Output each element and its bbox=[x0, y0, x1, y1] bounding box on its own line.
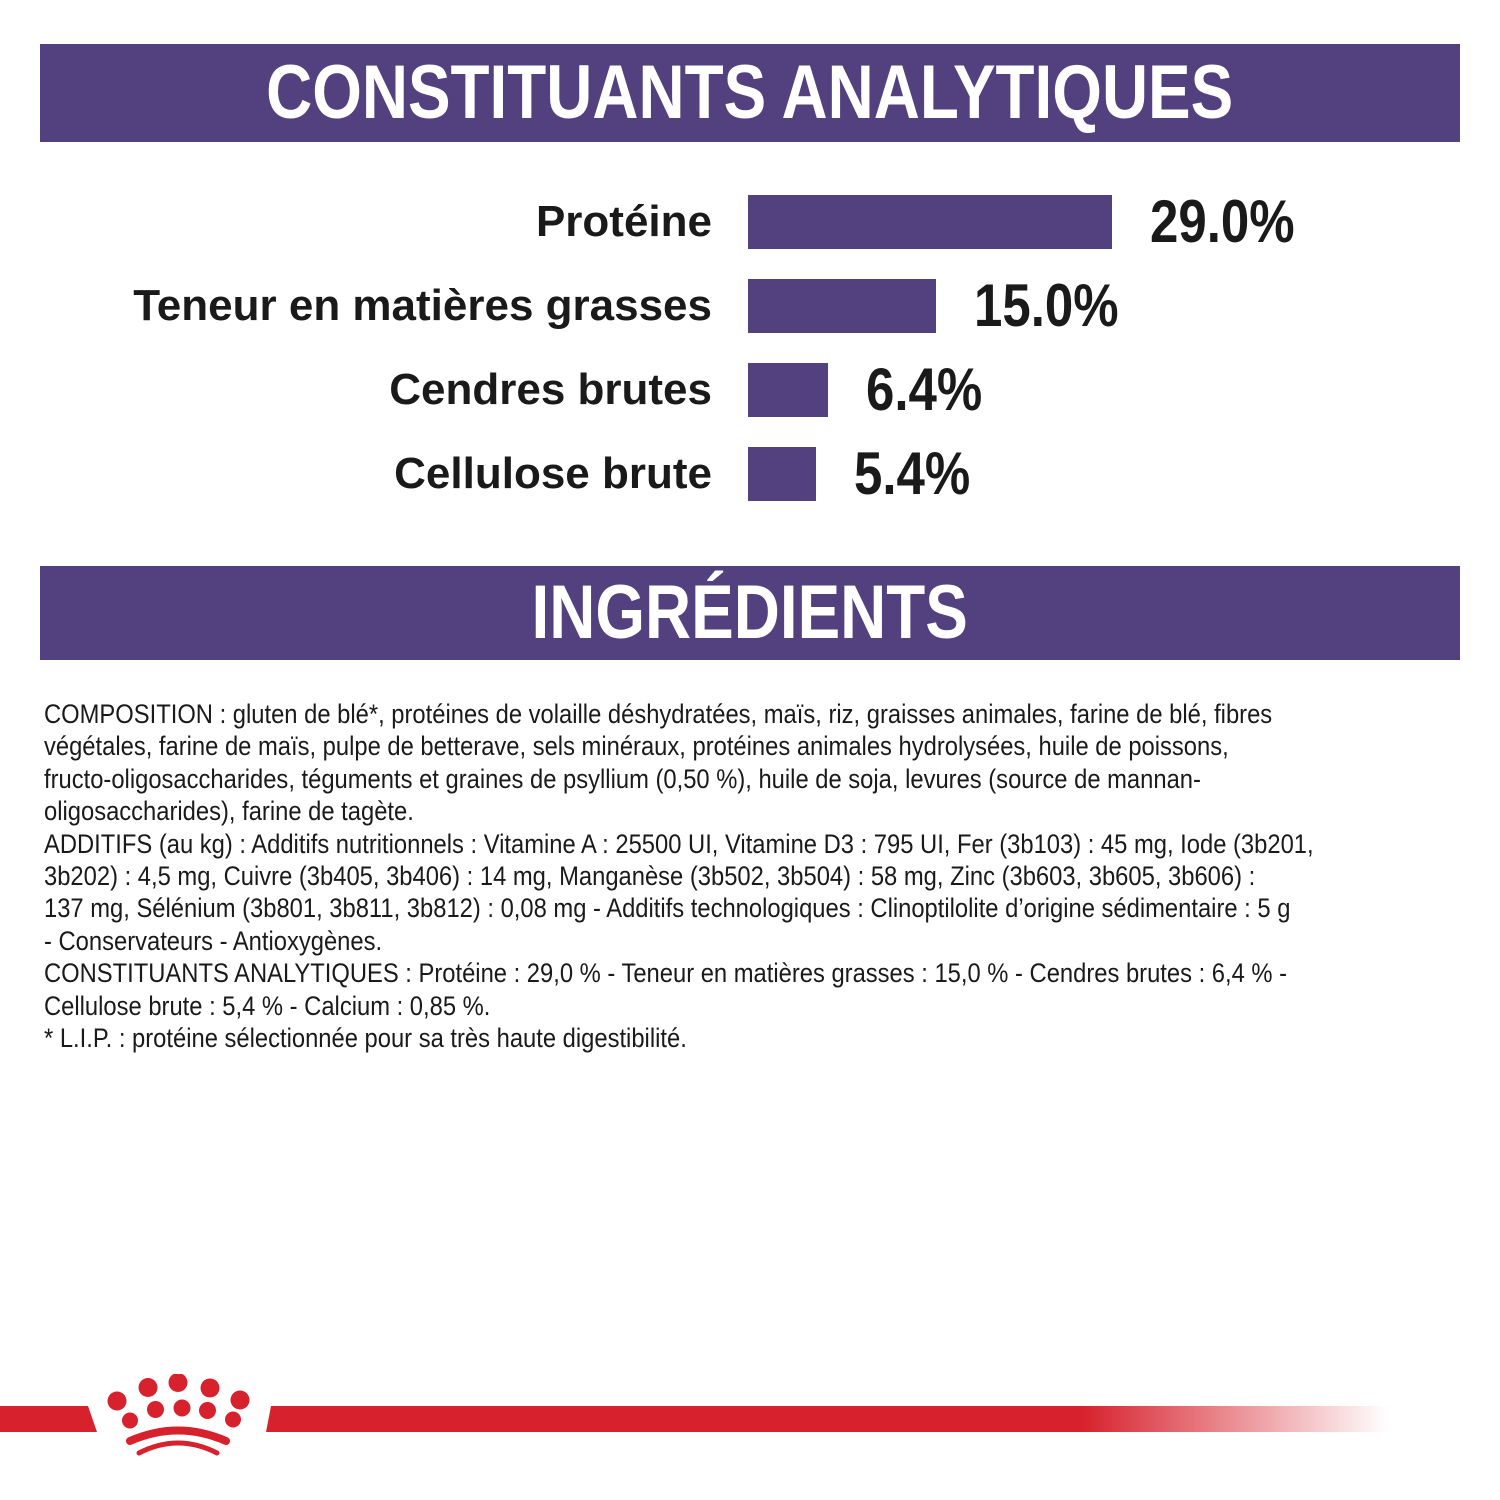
bar-value: 15.0% bbox=[974, 272, 1119, 339]
bar-label: Protéine bbox=[535, 197, 712, 246]
bar-fill bbox=[748, 363, 828, 417]
bar-value: 5.4% bbox=[854, 440, 971, 507]
bar-label: Cendres brutes bbox=[389, 365, 712, 414]
additifs-paragraph: ADDITIFS (au kg) : Additifs nutritionnel… bbox=[44, 828, 1314, 956]
bar-row: Cellulose brute 5.4% bbox=[40, 440, 1460, 507]
footer-line-left bbox=[0, 1406, 97, 1432]
footer-line-right bbox=[266, 1406, 1400, 1432]
royal-canin-crown-icon bbox=[107, 1374, 250, 1456]
bar-label: Cellulose brute bbox=[394, 449, 712, 498]
section-header-ingredients: INGRÉDIENTS bbox=[40, 566, 1460, 660]
bar-row: Cendres brutes 6.4% bbox=[40, 356, 1460, 423]
composition-paragraph: COMPOSITION : gluten de blé*, protéines … bbox=[44, 699, 1273, 827]
lip-note: * L.I.P. : protéine sélectionnée pour sa… bbox=[44, 1023, 687, 1054]
bar-value: 29.0% bbox=[1150, 188, 1295, 255]
section-title-ingredients: INGRÉDIENTS bbox=[531, 570, 969, 655]
bar-row: Protéine 29.0% bbox=[40, 188, 1460, 255]
constituants-paragraph: CONSTITUANTS ANALYTIQUES : Protéine : 29… bbox=[44, 958, 1288, 1021]
bar-fill bbox=[748, 195, 1112, 249]
ingredients-text: COMPOSITION : gluten de blé*, protéines … bbox=[44, 698, 1461, 1054]
section-header-constituants: CONSTITUANTS ANALYTIQUES bbox=[40, 44, 1460, 142]
bar-label: Teneur en matières grasses bbox=[133, 281, 712, 330]
bar-value: 6.4% bbox=[866, 356, 983, 423]
bar-row: Teneur en matières grasses 15.0% bbox=[40, 272, 1460, 339]
section-title-constituants: CONSTITUANTS ANALYTIQUES bbox=[266, 50, 1234, 135]
bar-chart: Protéine 29.0% Teneur en matières grasse… bbox=[40, 188, 1460, 507]
bar-fill bbox=[748, 447, 816, 501]
bar-fill bbox=[748, 279, 936, 333]
